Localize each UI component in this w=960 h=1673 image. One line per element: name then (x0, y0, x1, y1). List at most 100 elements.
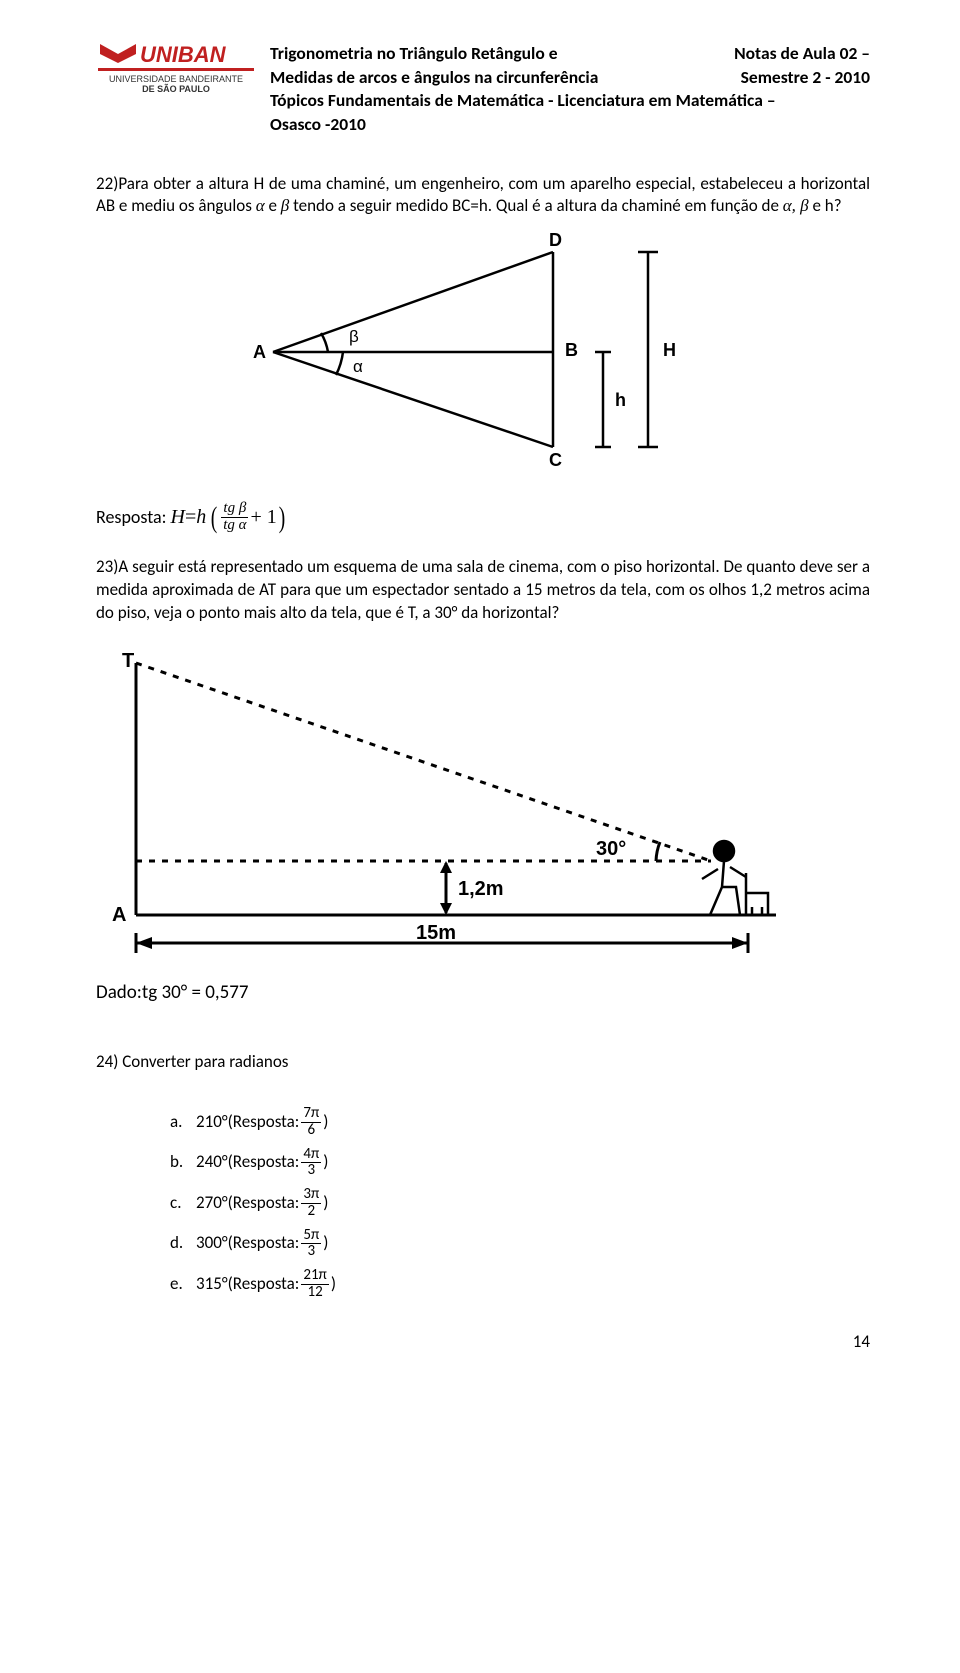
header-l1-left: Trigonometria no Triângulo Retângulo e (270, 42, 558, 66)
q22-resposta: Resposta: H = h ( tg β tg α + 1 ) (96, 501, 870, 534)
item-letter: c. (170, 1192, 196, 1215)
list-item: b. 240° (Resposta: 4π 3 ) (170, 1147, 870, 1180)
q22-alpha: α (256, 196, 265, 215)
item-frac: 4π 3 (301, 1147, 321, 1180)
item-deg: 240° (196, 1151, 228, 1174)
header-row-1: Trigonometria no Triângulo Retângulo e N… (270, 42, 870, 66)
q24-answer-list: a. 210° (Resposta: 7π 6 ) b. 240° (Respo… (96, 1106, 870, 1301)
q24-number: 24) (96, 1051, 118, 1072)
q23-number: 23) (96, 556, 118, 577)
item-pre: (Resposta: (228, 1151, 300, 1174)
logo-sub1: UNIVERSIDADE BANDEIRANTE (109, 74, 243, 84)
header-l1-right: Notas de Aula 02 – (734, 42, 870, 66)
chimney-diagram: D A B C H h β α (243, 232, 723, 472)
question-24: 24) Converter para radianos (96, 1051, 870, 1074)
item-frac: 3π 2 (301, 1187, 321, 1220)
eq-H: H (171, 504, 185, 531)
fig1-D: D (549, 232, 562, 250)
q22-resposta-eq: H = h ( tg β tg α + 1 ) (171, 501, 287, 534)
eq-alpha: α (239, 517, 247, 533)
eq-frac: tg β tg α (221, 501, 248, 534)
figure-1-container: D A B C H h β α (96, 232, 870, 479)
item-post: ) (323, 1151, 328, 1174)
q23-dado: Dado:tg 30° = 0,577 (96, 980, 870, 1006)
q24-body: Converter para radianos (118, 1051, 288, 1072)
item-post: ) (323, 1232, 328, 1255)
question-22: 22)Para obter a altura H de uma chaminé,… (96, 173, 870, 219)
eq-tg2: tg (223, 517, 235, 533)
question-23: 23)A seguir está representado um esquema… (96, 556, 870, 625)
item-den: 3 (305, 1244, 317, 1260)
logo-title: UNIBAN (140, 42, 227, 67)
fig2-dist: 15m (416, 922, 456, 944)
fig2-T: T (122, 650, 134, 672)
page-header: UNIBAN UNIVERSIDADE BANDEIRANTE DE SÃO P… (96, 40, 870, 137)
item-den: 2 (305, 1204, 317, 1220)
header-row-2: Medidas de arcos e ângulos na circunferê… (270, 66, 870, 90)
eq-lparen: ( (211, 504, 218, 531)
eq-tg1: tg (223, 500, 235, 516)
cinema-diagram: T A 30° 1,2m 15m (96, 643, 814, 963)
item-den: 3 (305, 1163, 317, 1179)
header-l3: Tópicos Fundamentais de Matemática - Lic… (270, 89, 870, 113)
eq-plus1: + 1 (251, 504, 277, 531)
header-l2-left: Medidas de arcos e ângulos na circunferê… (270, 66, 598, 90)
eq-eq: = (185, 504, 196, 531)
item-pre: (Resposta: (228, 1111, 300, 1134)
item-deg: 315° (196, 1273, 228, 1296)
fig1-B: B (565, 340, 578, 360)
item-post: ) (323, 1192, 328, 1215)
item-letter: e. (170, 1273, 196, 1296)
q22-text: 22)Para obter a altura H de uma chaminé,… (96, 173, 870, 219)
fig1-h: h (615, 390, 626, 410)
q23-text: 23)A seguir está representado um esquema… (96, 556, 870, 625)
q22-mid: e (265, 195, 281, 216)
logo: UNIBAN UNIVERSIDADE BANDEIRANTE DE SÃO P… (96, 40, 260, 107)
item-den: 12 (305, 1285, 324, 1301)
list-item: c. 270° (Resposta: 3π 2 ) (170, 1187, 870, 1220)
q22-vars: α, β (783, 196, 809, 215)
q22-end: e h? (809, 195, 842, 216)
eq-beta: β (239, 500, 246, 516)
fig1-alpha: α (353, 357, 363, 376)
item-pre: (Resposta: (228, 1232, 300, 1255)
item-frac: 5π 3 (301, 1228, 321, 1261)
header-l4: Osasco -2010 (270, 113, 870, 137)
item-frac: 21π 12 (301, 1268, 329, 1301)
eq-rparen: ) (279, 504, 286, 531)
fig2-angle: 30° (596, 838, 626, 860)
item-deg: 210° (196, 1111, 228, 1134)
q24-text: 24) Converter para radianos (96, 1051, 870, 1074)
fig2-A: A (112, 904, 126, 926)
fig1-A: A (253, 342, 266, 362)
q22-number: 22) (96, 173, 118, 194)
eq-h: h (196, 504, 206, 531)
item-pre: (Resposta: (228, 1273, 300, 1296)
item-deg: 270° (196, 1192, 228, 1215)
item-deg: 300° (196, 1232, 228, 1255)
page-number: 14 (96, 1331, 870, 1354)
list-item: d. 300° (Resposta: 5π 3 ) (170, 1228, 870, 1261)
q23-body: A seguir está representado um esquema de… (96, 556, 870, 623)
item-letter: b. (170, 1151, 196, 1174)
fig1-C: C (549, 450, 562, 470)
fig1-H: H (663, 340, 676, 360)
item-post: ) (323, 1111, 328, 1134)
logo-sub2: DE SÃO PAULO (142, 84, 210, 94)
item-den: 6 (305, 1123, 317, 1139)
header-l2-right: Semestre 2 - 2010 (741, 66, 870, 90)
item-letter: a. (170, 1111, 196, 1134)
fig2-height: 1,2m (458, 878, 504, 900)
item-post: ) (331, 1273, 336, 1296)
header-text-block: Trigonometria no Triângulo Retângulo e N… (260, 40, 870, 137)
item-pre: (Resposta: (228, 1192, 300, 1215)
q22-resposta-label: Resposta: (96, 505, 167, 529)
fig1-beta: β (349, 327, 359, 346)
q22-beta: β (281, 196, 289, 215)
uniban-logo-icon: UNIBAN UNIVERSIDADE BANDEIRANTE DE SÃO P… (96, 40, 256, 100)
list-item: a. 210° (Resposta: 7π 6 ) (170, 1106, 870, 1139)
list-item: e. 315° (Resposta: 21π 12 ) (170, 1268, 870, 1301)
q22-mid2: tendo a seguir medido BC=h. Qual é a alt… (289, 195, 782, 216)
figure-2-container: T A 30° 1,2m 15m (96, 643, 870, 970)
item-letter: d. (170, 1232, 196, 1255)
